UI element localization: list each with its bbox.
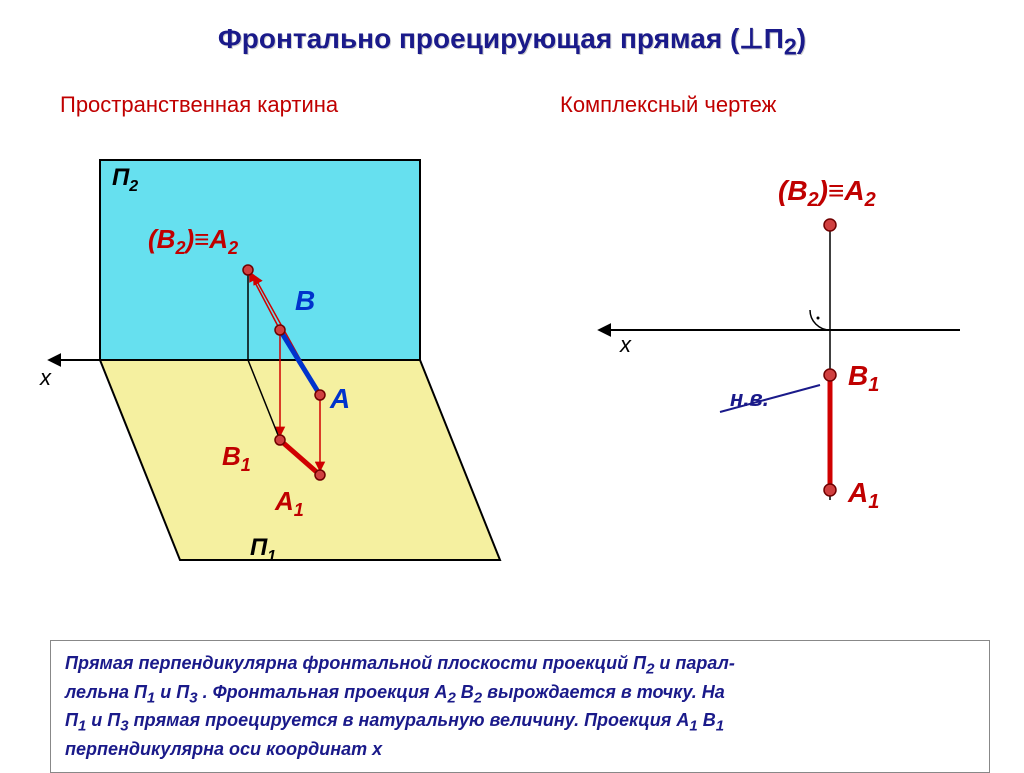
point-B1-right [824,369,836,381]
f-a1s: 1 [689,718,697,735]
right-angle-dot [817,317,820,320]
title-pi-sub: 2 [784,34,797,60]
point-A1-right [824,484,836,496]
label-B1-right: B1 [848,360,879,396]
f-b2sp: B [456,682,474,702]
f-l1b: и парал- [654,653,734,673]
f-a2: A [434,682,447,702]
f-b2s: 2 [474,689,482,706]
label-B2A2-right: (B2)≡A2 [778,175,876,211]
title-pi: П [764,23,784,54]
point-B1 [275,435,285,445]
right-angle-arc [810,310,830,330]
f-pi3bs: 3 [120,718,128,735]
f-pi1: П [134,682,147,702]
title-close: ) [797,23,806,54]
x-axis-label-right: x [619,332,632,357]
f-pi3s: 3 [189,689,197,706]
f-l3c: прямая проецируется в натуральную величи… [129,710,677,730]
f-l1a: Прямая перпендикулярна фронтальной плоск… [65,653,633,673]
diagram-area: x П2 П1 (B2)≡A2 B A B1 A1 x н.в. (B2)≡A2… [0,130,1024,630]
label-B2A2-left: (B2)≡A2 [148,224,238,258]
label-A1-right: A1 [847,477,879,513]
f-l2d: вырождается в точку. На [482,682,725,702]
f-l2a: лельна [65,682,134,702]
f-a1: A [676,710,689,730]
f-l2b: и [155,682,176,702]
f-b1sp: B [698,710,716,730]
f-l3b: и [86,710,107,730]
page-title: Фронтально проецирующая прямая (⊥П2) [0,0,1024,61]
footer-text: Прямая перпендикулярна фронтальной плоск… [50,640,990,773]
point-B [275,325,285,335]
f-pi1s: 1 [147,689,155,706]
f-l2c: . Фронтальная проекция [198,682,435,702]
point-A [315,390,325,400]
subtitle-right: Комплексный чертеж [560,92,776,118]
f-pi3: П [176,682,189,702]
f-b1s: 1 [716,718,724,735]
f-a2s: 2 [447,689,455,706]
f-pi1b: П [65,710,78,730]
plane-pi2 [100,160,420,360]
f-x: x [372,739,382,759]
title-main: Фронтально проецирующая прямая ( [218,23,739,54]
f-pi3b: П [107,710,120,730]
title-perp: ⊥ [739,23,763,54]
f-l4a: перпендикулярна оси координат [65,739,372,759]
subtitle-left: Пространственная картина [60,92,338,118]
label-B: B [295,285,315,316]
label-A: A [329,383,350,414]
point-A1 [315,470,325,480]
diagram-svg: x П2 П1 (B2)≡A2 B A B1 A1 x н.в. (B2)≡A2… [0,130,1024,630]
nv-label: н.в. [730,386,769,411]
f-pi2: П [633,653,646,673]
point-B2A2 [243,265,253,275]
x-axis-label-left: x [39,365,52,390]
point-B2A2-right [824,219,836,231]
